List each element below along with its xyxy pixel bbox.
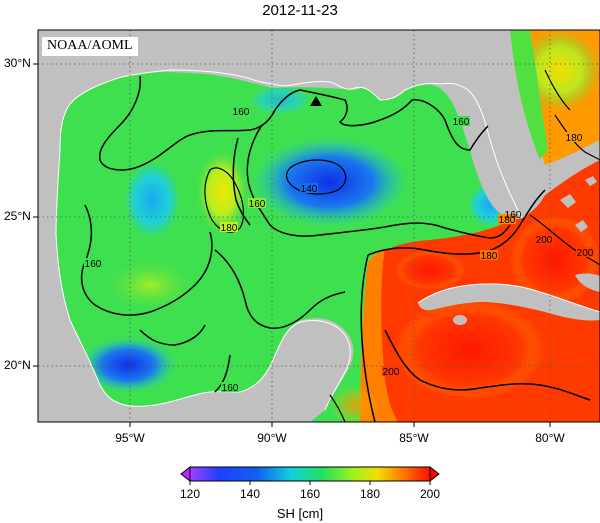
loop-current-edge	[360, 248, 398, 422]
coastlines	[55, 69, 600, 411]
colorbar-tick-label: 120	[179, 487, 201, 501]
colorbar-tick-label: 200	[419, 487, 441, 501]
lon-label: 80°W	[535, 431, 565, 445]
graticule	[38, 30, 600, 422]
contour-label: 180	[481, 251, 498, 262]
contour-label: 140	[301, 184, 318, 195]
contour-label: 160	[85, 259, 102, 270]
contour-label: 160	[222, 383, 239, 394]
contour-lines	[80, 69, 600, 422]
lat-label: 20°N	[4, 358, 31, 372]
contour-label: 160	[453, 117, 470, 128]
contour-label: 180	[566, 133, 583, 144]
colorbar-tick-label: 140	[239, 487, 261, 501]
contour-label: 200	[536, 235, 553, 246]
bahamas	[560, 176, 597, 232]
lon-label: 85°W	[399, 431, 429, 445]
contour-label: 180	[221, 223, 238, 234]
florida	[440, 30, 547, 218]
contour-label-group: 160 160 140 160 180 160 160 180 180 200 …	[84, 106, 594, 394]
map-title: 2012-11-23	[262, 2, 338, 19]
low-height-blob	[252, 137, 408, 227]
cuba	[418, 283, 600, 321]
isle-of-youth	[453, 315, 467, 325]
contour-label: 200	[383, 367, 400, 378]
us-gulf-coast	[38, 30, 523, 220]
hispaniola-edge	[575, 273, 600, 292]
source-label: NOAA/AOML	[42, 37, 138, 56]
map-frame	[37, 29, 600, 423]
yucatan	[255, 318, 354, 422]
colorbar-title: SH [cm]	[276, 506, 324, 521]
lat-label: 25°N	[4, 209, 31, 223]
contour-label: 160	[505, 210, 522, 221]
contour-label: 160	[249, 199, 266, 210]
atlantic-green-strip	[505, 30, 548, 170]
colorbar	[180, 465, 440, 485]
colorbar-tick-label: 160	[299, 487, 321, 501]
contour-label: 180	[499, 215, 516, 226]
lat-label: 30°N	[4, 56, 31, 70]
contour-label: 160	[233, 107, 250, 118]
axis-ticks	[33, 63, 551, 427]
contour-label: 200	[577, 248, 594, 259]
lon-label: 95°W	[115, 431, 145, 445]
triangle-marker	[310, 96, 322, 106]
colorbar-tick-label: 180	[359, 487, 381, 501]
lon-label: 90°W	[257, 431, 287, 445]
